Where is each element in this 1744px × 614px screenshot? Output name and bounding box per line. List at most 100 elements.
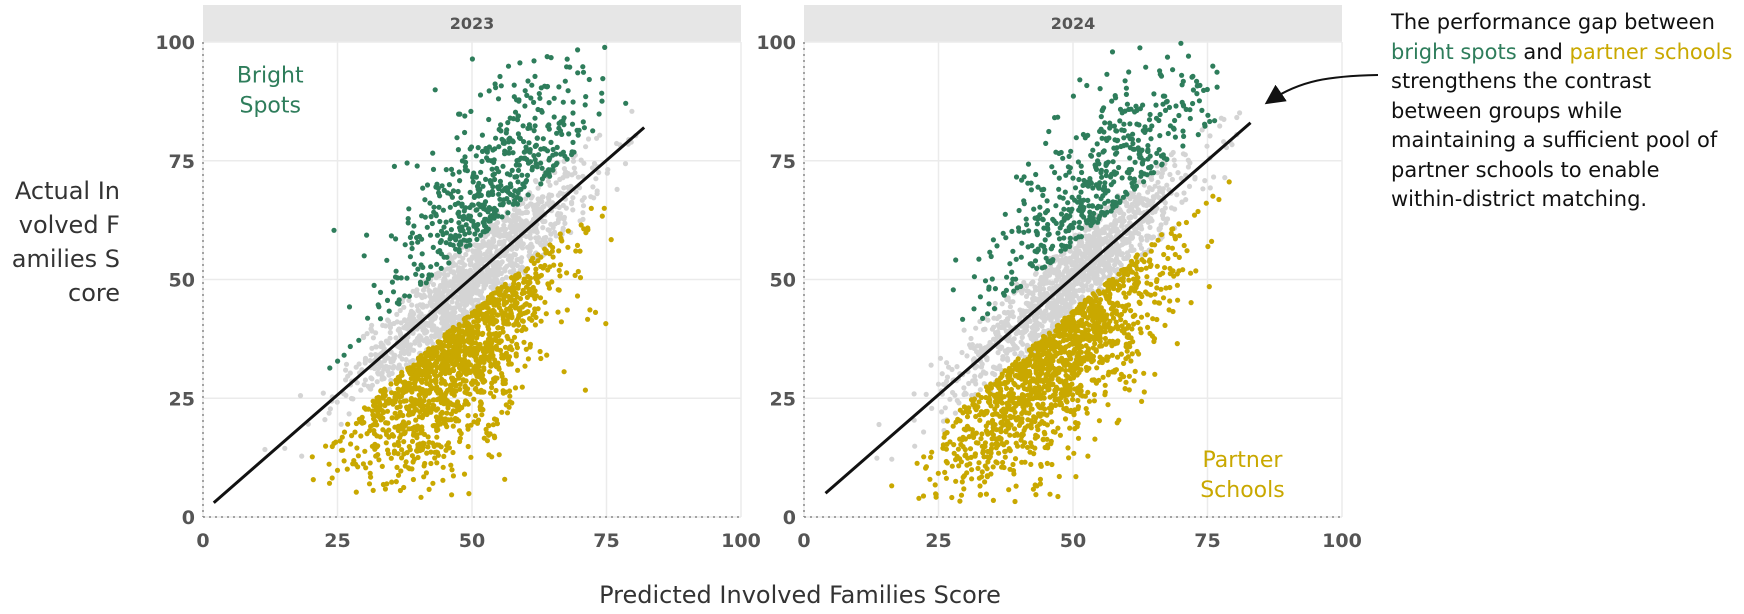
bright-spot-point [1066,169,1072,175]
other-school-point [973,325,979,331]
partner-school-point [491,319,498,325]
other-school-point [978,347,984,353]
other-school-point [1031,322,1037,328]
partner-school-point [399,447,405,453]
bright-spot-point [479,202,485,208]
bright-spot-point [1114,194,1120,200]
partner-school-point [409,389,415,395]
bright-spot-point [393,236,399,242]
bright-spot-point [511,94,517,100]
other-school-point [1175,170,1181,176]
other-school-point [564,173,570,179]
other-school-point [398,349,404,356]
other-school-point [391,355,397,361]
other-school-point [514,227,520,233]
partner-school-point [574,293,581,299]
bright-spot-point [507,135,513,141]
other-school-point [354,380,360,386]
other-school-point [463,299,469,305]
partner-school-point [339,434,345,440]
partner-school-point [413,386,419,392]
other-school-point [386,372,392,378]
partner-school-point [461,323,467,329]
partner-school-point [410,401,416,407]
bright-spot-point [1028,180,1034,186]
bright-spot-point [411,223,417,229]
partner-school-point [482,300,488,306]
bright-spot-point [1202,121,1208,127]
bright-spot-point [1105,198,1111,204]
other-school-point [396,362,402,368]
partner-school-point [487,309,493,315]
other-school-point [561,216,567,222]
bright-spot-point [524,92,530,98]
bright-spot-point [505,120,511,126]
partner-school-point [473,310,479,316]
bright-spot-point [517,135,523,141]
bright-spot-point [1196,98,1202,104]
partner-school-point [483,356,489,362]
partner-school-point [488,363,494,369]
bright-spot-point [1041,243,1047,249]
partner-school-point [471,319,477,325]
bright-spot-point [547,155,553,161]
other-school-point [1081,275,1087,281]
bright-spot-point [623,100,629,106]
bright-spot-point [526,140,532,146]
partner-school-point [465,413,471,419]
bright-spot-point [1118,143,1124,150]
bright-spot-point [462,113,468,119]
other-school-point [448,279,454,285]
bright-spot-point [575,132,581,138]
partner-school-point [507,399,513,405]
partner-school-point [375,452,381,458]
bright-spot-point [409,240,415,246]
other-school-point [507,269,513,275]
other-school-point [460,255,466,261]
partner-school-point [432,455,438,461]
other-school-point [1065,287,1071,293]
other-school-point [1178,175,1184,181]
other-school-point [1073,288,1079,294]
bright-spot-point [1122,108,1128,114]
other-school-point [497,261,503,267]
other-school-point [320,390,326,396]
other-school-point [362,357,368,363]
bright-spot-point [580,69,587,75]
partner-school-point [383,399,389,405]
other-school-point [1081,259,1087,265]
other-school-point [362,377,368,383]
other-school-point [1202,178,1208,184]
other-school-point [999,301,1005,307]
other-school-point [971,345,977,351]
other-school-point [429,302,435,308]
partner-school-point [428,460,434,467]
other-school-point [420,287,427,293]
bright-spot-point [1060,195,1066,201]
bright-spot-point [1133,183,1139,189]
other-school-point [527,235,534,241]
partner-school-point [535,252,541,258]
bright-spot-point [1110,199,1116,205]
partner-school-point [471,396,477,402]
bright-spot-point [516,157,522,163]
bright-spot-point [458,195,464,201]
other-school-point [544,201,550,207]
partner-school-point [515,272,521,278]
bright-spot-point [1187,115,1193,122]
bright-spot-point [438,251,444,257]
bright-spot-point [1104,71,1110,77]
other-school-point [1133,203,1139,209]
other-school-point [1049,304,1055,310]
bright-spot-point [389,279,395,285]
bright-spot-point [472,231,478,237]
bright-spot-point [1097,86,1103,92]
other-school-point [437,292,443,298]
other-school-point [546,227,552,233]
bright-spot-point [430,166,437,172]
bright-spot-point [1170,67,1176,73]
partner-school-point [457,381,463,387]
bright-spot-point [1154,150,1160,156]
bright-spot-point [477,92,484,98]
bright-spot-point [575,47,581,53]
